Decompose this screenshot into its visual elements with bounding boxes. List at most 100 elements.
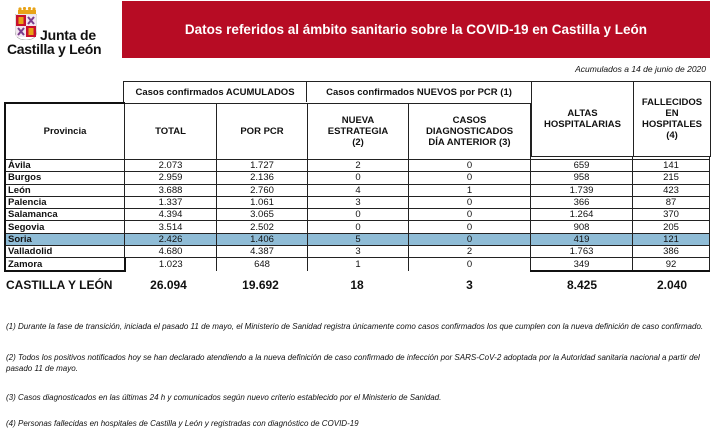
cell-total: 4.394	[124, 208, 217, 222]
footnote-1: (1) Durante la fase de transición, inici…	[6, 322, 704, 331]
cell-fallecidos: 121	[632, 232, 710, 247]
col-header-total: TOTAL	[124, 102, 217, 160]
cell-provincia: Valladolid	[4, 245, 125, 259]
cell-provincia: León	[4, 183, 125, 197]
cell-fallecidos: 423	[632, 183, 710, 197]
cell-fallecidos: 92	[632, 257, 710, 272]
cell-provincia: Zamora	[4, 257, 125, 272]
title-banner: Datos referidos al ámbito sanitario sobr…	[122, 1, 710, 58]
cell-total: 1.337	[124, 195, 217, 210]
footnote-4: (4) Personas fallecidas en hospitales de…	[6, 419, 359, 428]
cell-provincia: Palencia	[4, 195, 125, 210]
cell-casos-dia-anterior: 2	[408, 245, 531, 259]
cell-casos-dia-anterior: 0	[408, 208, 531, 222]
col-header-nueva-estrategia: NUEVA ESTRATEGIA (2)	[307, 102, 409, 160]
cell-fallecidos: 386	[632, 245, 710, 259]
cell-fallecidos: 215	[632, 171, 710, 185]
cell-altas: 908	[530, 220, 633, 234]
col-header-por-pcr: POR PCR	[216, 102, 308, 160]
cell-nueva-estrategia: 2	[307, 158, 409, 173]
cell-altas: 958	[530, 171, 633, 185]
cell-total: 2.426	[124, 232, 217, 247]
table-row: Ávila 2.073 1.727 2 0 659 141	[4, 158, 710, 173]
cell-nueva-estrategia: 5	[307, 232, 409, 247]
cell-provincia: Burgos	[4, 171, 125, 185]
cell-nueva-estrategia: 0	[307, 171, 409, 185]
cell-altas: 1.739	[530, 183, 633, 197]
cell-casos-dia-anterior: 0	[408, 171, 531, 185]
footnote-2: (2) Todos los positivos notificados hoy …	[6, 353, 700, 373]
cell-por-pcr: 3.065	[216, 208, 308, 222]
cell-nueva-estrategia: 0	[307, 208, 409, 222]
totals-nueva: 18	[350, 278, 364, 292]
table-row: León 3.688 2.760 4 1 1.739 423	[4, 183, 710, 197]
page-title: Datos referidos al ámbito sanitario sobr…	[184, 22, 648, 37]
cell-altas: 1.763	[530, 245, 633, 259]
totals-por-pcr: 19.692	[242, 278, 279, 292]
logo-text-line1: Junta de	[40, 27, 96, 43]
cell-por-pcr: 2.502	[216, 220, 308, 234]
cell-por-pcr: 1.061	[216, 195, 308, 210]
cell-provincia: Salamanca	[4, 208, 125, 222]
totals-total: 26.094	[150, 278, 187, 292]
col-header-fallecidos: FALLECIDOS EN HOSPITALES (4)	[633, 81, 711, 157]
cell-nueva-estrategia: 3	[307, 195, 409, 210]
totals-fallecidos: 2.040	[656, 278, 688, 292]
cell-total: 3.514	[124, 220, 217, 234]
cell-casos-dia-anterior: 1	[408, 183, 531, 197]
cell-total: 2.959	[124, 171, 217, 185]
totals-label: CASTILLA Y LEÓN	[6, 278, 113, 292]
table-row: Soria 2.426 1.406 5 0 419 121	[4, 232, 710, 247]
group-header-acumulados: Casos confirmados ACUMULADOS	[123, 81, 307, 102]
cell-total: 3.688	[124, 183, 217, 197]
covid-data-table: Provincia TOTAL POR PCR NUEVA ESTRATEGIA…	[4, 102, 710, 272]
cell-fallecidos: 370	[632, 208, 710, 222]
junta-logo: Junta de Castilla y León	[6, 4, 102, 57]
cell-provincia: Segovia	[4, 220, 125, 234]
cell-altas: 349	[530, 257, 633, 272]
cell-nueva-estrategia: 3	[307, 245, 409, 259]
cell-casos-dia-anterior: 0	[408, 232, 531, 247]
date-note: Acumulados a 14 de junio de 2020	[575, 64, 706, 74]
cell-por-pcr: 2.136	[216, 171, 308, 185]
cell-por-pcr: 648	[216, 257, 308, 271]
totals-anterior: 3	[466, 278, 473, 292]
cell-nueva-estrategia: 1	[307, 257, 409, 271]
col-header-altas: ALTAS HOSPITALARIAS	[531, 81, 634, 157]
cell-total: 4.680	[124, 245, 217, 259]
crown-icon	[18, 7, 36, 14]
cell-altas: 659	[530, 158, 633, 173]
cell-altas: 419	[530, 232, 633, 247]
logo-text-line2: Castilla y León	[7, 41, 102, 57]
cell-fallecidos: 87	[632, 195, 710, 210]
cell-altas: 366	[530, 195, 633, 210]
cell-casos-dia-anterior: 0	[408, 220, 531, 234]
cell-total: 2.073	[124, 158, 217, 173]
footnote-3: (3) Casos diagnosticados en las últimas …	[6, 393, 442, 402]
cell-total: 1.023	[123, 257, 217, 271]
cell-nueva-estrategia: 0	[307, 220, 409, 234]
cell-nueva-estrategia: 4	[307, 183, 409, 197]
table-row: Burgos 2.959 2.136 0 0 958 215	[4, 171, 710, 185]
col-header-casos-dia-anterior: CASOS DIAGNOSTICADOS DÍA ANTERIOR (3)	[408, 102, 531, 160]
table-row: Segovia 3.514 2.502 0 0 908 205	[4, 220, 710, 234]
cell-altas: 1.264	[530, 208, 633, 222]
cell-por-pcr: 1.727	[216, 158, 308, 173]
cell-casos-dia-anterior: 0	[408, 195, 531, 210]
totals-altas: 8.425	[566, 278, 598, 292]
group-header-nuevos: Casos confirmados NUEVOS por PCR (1)	[306, 81, 532, 102]
coat-of-arms-icon	[15, 14, 37, 40]
totals-row: CASTILLA Y LEÓN 26.094 19.692 18 3 8.425…	[6, 277, 711, 293]
cell-por-pcr: 4.387	[216, 245, 308, 259]
cell-provincia: Ávila	[4, 158, 125, 173]
table-row: Palencia 1.337 1.061 3 0 366 87	[4, 195, 710, 210]
cell-fallecidos: 205	[632, 220, 710, 234]
table-row: Zamora 1.023 648 1 0 349 92	[4, 257, 710, 272]
cell-casos-dia-anterior: 0	[408, 158, 531, 173]
table-row: Salamanca 4.394 3.065 0 0 1.264 370	[4, 208, 710, 222]
col-header-provincia: Provincia	[4, 102, 125, 160]
cell-por-pcr: 2.760	[216, 183, 308, 197]
cell-casos-dia-anterior: 0	[408, 257, 531, 271]
cell-provincia: Soria	[4, 232, 125, 247]
table-row: Valladolid 4.680 4.387 3 2 1.763 386	[4, 245, 710, 259]
